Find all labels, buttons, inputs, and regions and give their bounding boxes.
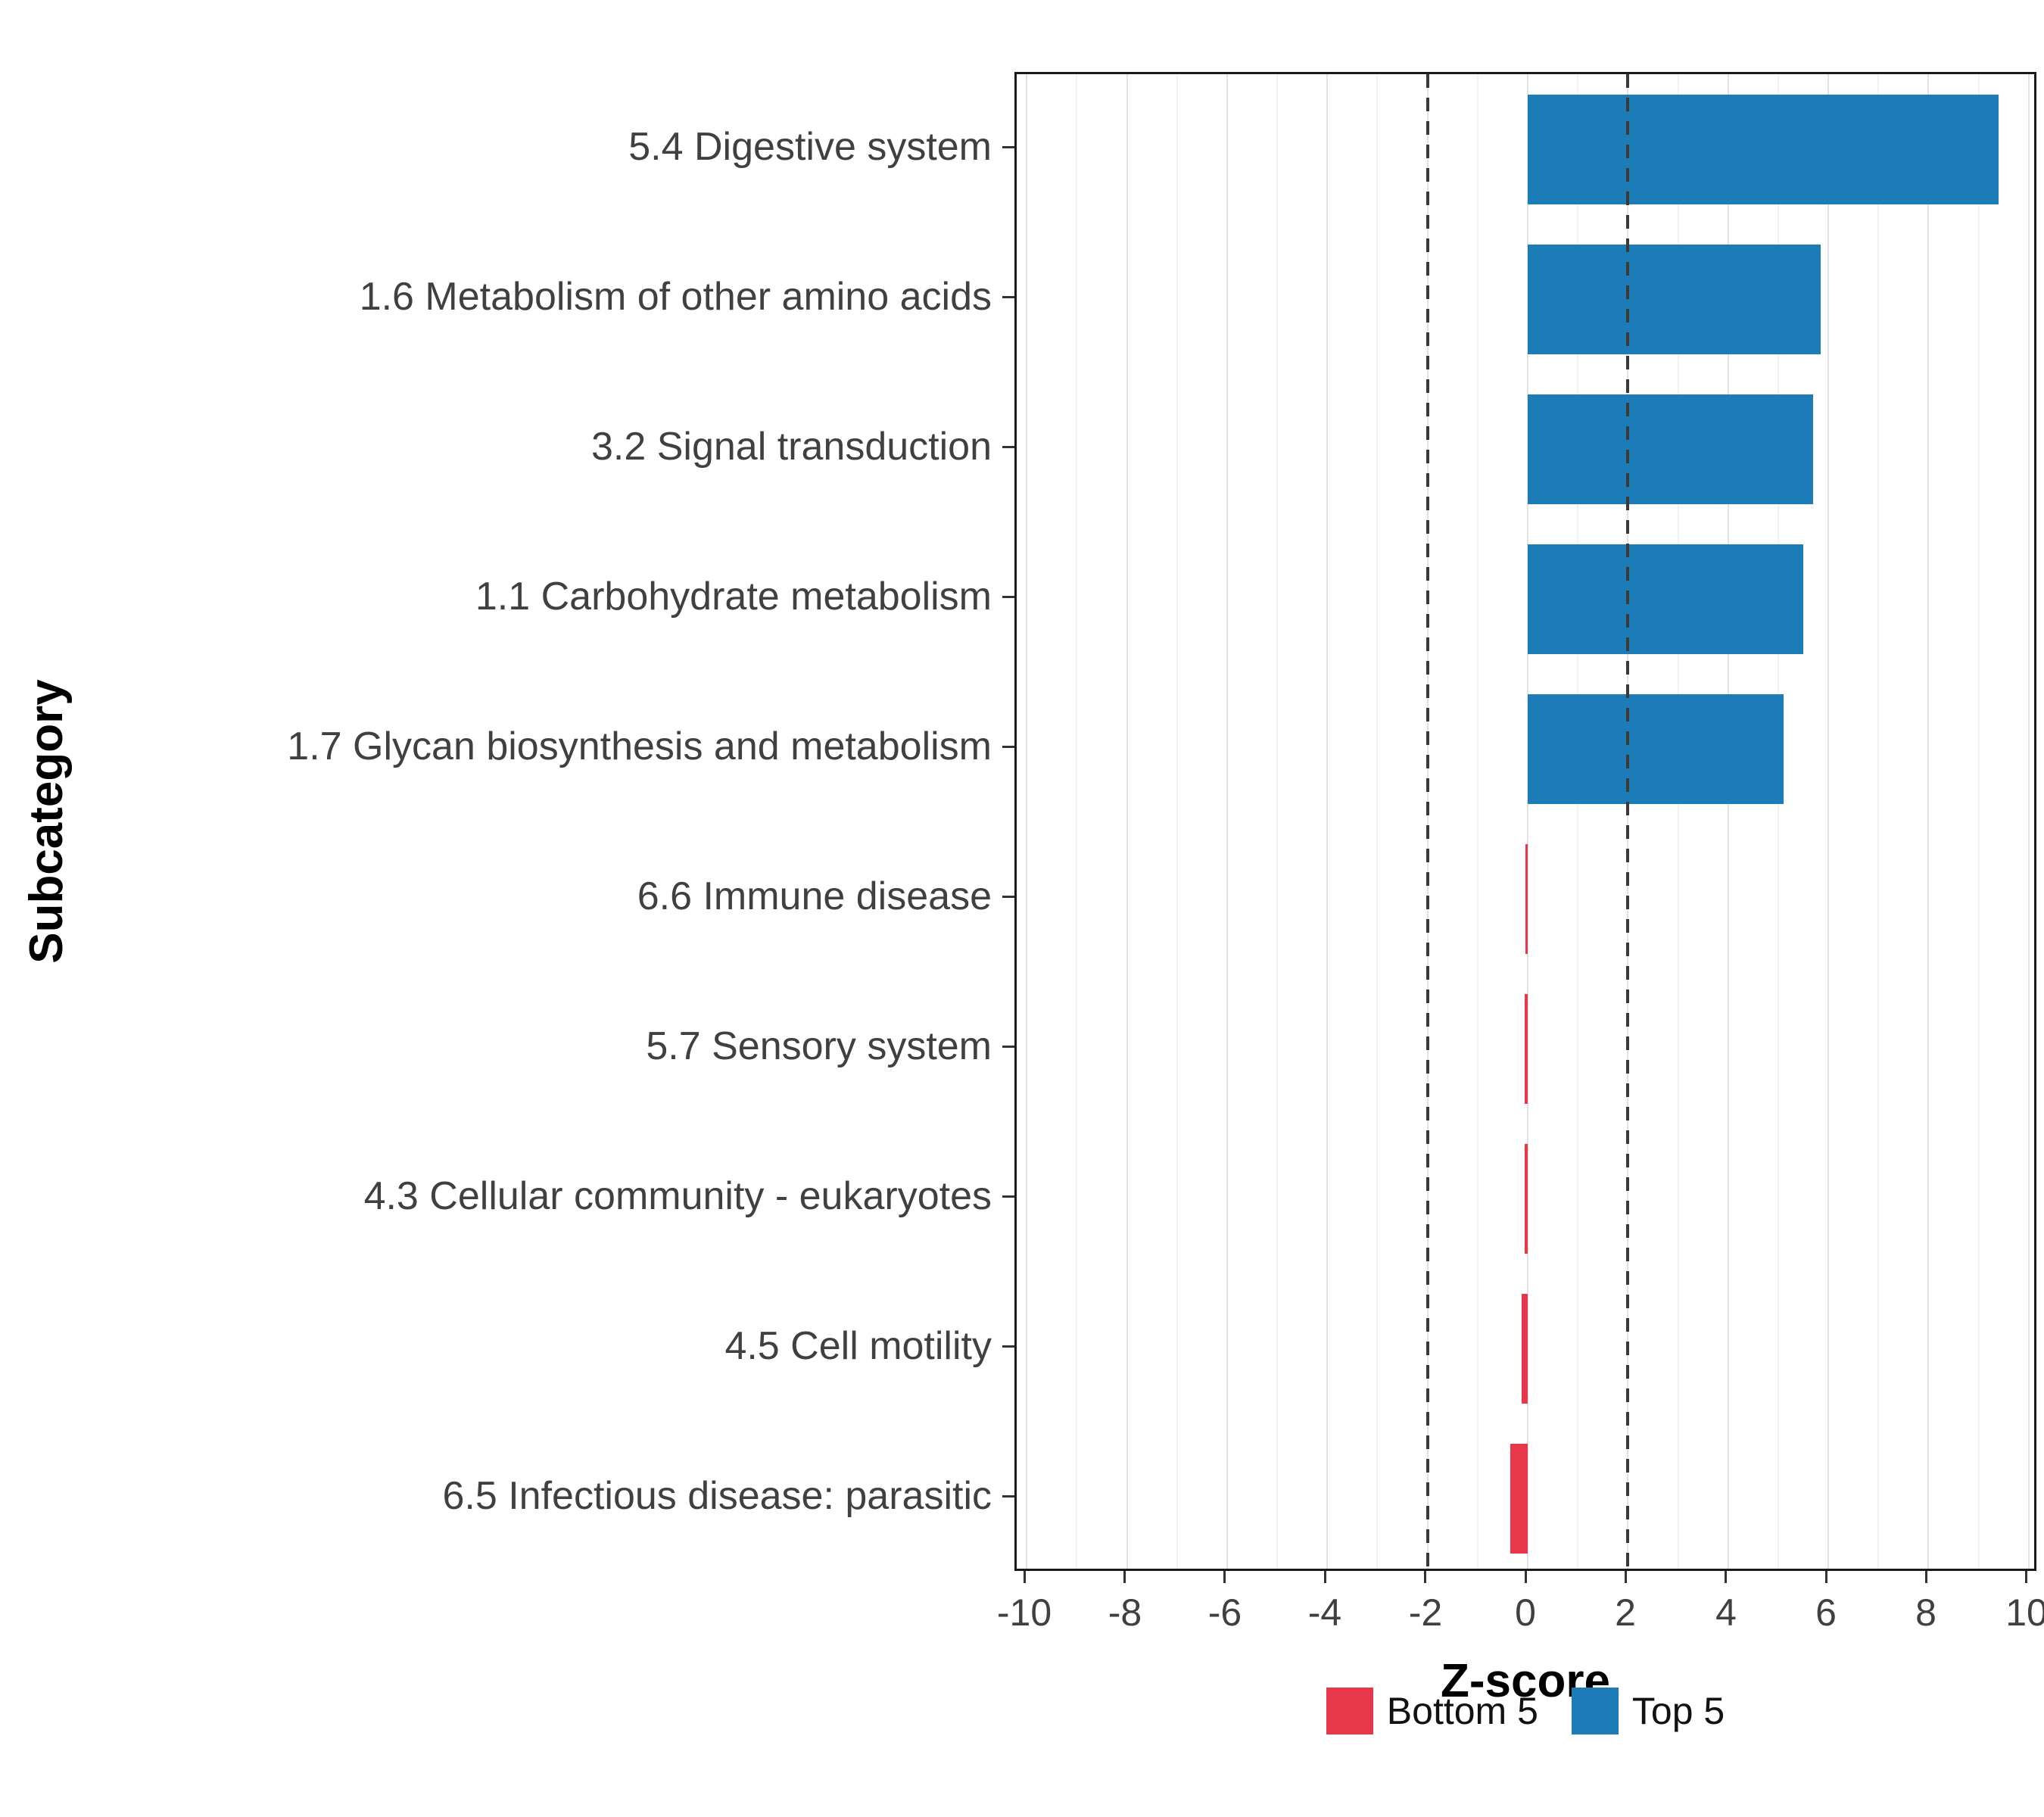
y-axis-label: 4.5 Cell motility xyxy=(724,1324,992,1368)
x-axis-tick-label: 2 xyxy=(1615,1591,1636,1634)
y-axis-label: 4.3 Cellular community - eukaryotes xyxy=(363,1174,992,1218)
y-tick-mark xyxy=(1002,596,1014,598)
legend-item: Top 5 xyxy=(1571,1688,1725,1734)
x-tick-mark xyxy=(1625,1571,1627,1583)
x-tick-mark xyxy=(1123,1571,1126,1583)
minor-gridline xyxy=(1076,74,1078,1569)
bar xyxy=(1525,844,1528,954)
x-tick-mark xyxy=(1324,1571,1326,1583)
y-tick-mark xyxy=(1002,1195,1014,1198)
legend-item: Bottom 5 xyxy=(1326,1688,1538,1734)
x-axis-tick-label: 8 xyxy=(1915,1591,1937,1634)
x-tick-mark xyxy=(1825,1571,1827,1583)
x-axis-tick-label: 4 xyxy=(1715,1591,1737,1634)
major-gridline xyxy=(1827,74,1830,1569)
minor-gridline xyxy=(1276,74,1279,1569)
reference-line xyxy=(1426,74,1429,1569)
plot-panel xyxy=(1014,72,2036,1571)
bar xyxy=(1528,394,1814,504)
y-tick-mark xyxy=(1002,746,1014,748)
x-axis-tick-label: 0 xyxy=(1515,1591,1536,1634)
y-tick-mark xyxy=(1002,296,1014,298)
major-gridline xyxy=(1727,74,1729,1569)
y-axis-label: 3.2 Signal transduction xyxy=(590,425,992,469)
x-tick-mark xyxy=(1223,1571,1226,1583)
minor-gridline xyxy=(1376,74,1379,1569)
x-axis-tick-label: 6 xyxy=(1815,1591,1837,1634)
y-axis-label: 1.1 Carbohydrate metabolism xyxy=(475,575,992,619)
x-axis-tick-label: -4 xyxy=(1307,1591,1342,1634)
bar xyxy=(1528,95,1999,204)
x-axis-tick-label: 10 xyxy=(2005,1591,2044,1634)
minor-gridline xyxy=(1877,74,1880,1569)
minor-gridline xyxy=(1577,74,1579,1569)
legend-label: Top 5 xyxy=(1631,1690,1725,1732)
y-axis-label: 5.4 Digestive system xyxy=(628,125,992,169)
y-tick-mark xyxy=(1002,896,1014,898)
x-axis-tick-label: -2 xyxy=(1408,1591,1443,1634)
y-axis-label: 1.7 Glycan biosynthesis and metabolism xyxy=(287,725,992,768)
x-tick-mark xyxy=(1024,1571,1026,1583)
legend-swatch xyxy=(1571,1688,1619,1734)
y-tick-mark xyxy=(1002,1046,1014,1048)
major-gridline xyxy=(1927,74,1930,1569)
y-axis-label: 5.7 Sensory system xyxy=(646,1024,992,1068)
x-axis-tick-label: -10 xyxy=(996,1591,1052,1634)
bar xyxy=(1522,1294,1528,1404)
x-tick-mark xyxy=(1525,1571,1527,1583)
bar xyxy=(1525,994,1528,1104)
legend-label: Bottom 5 xyxy=(1386,1690,1538,1732)
minor-gridline xyxy=(1677,74,1679,1569)
minor-gridline xyxy=(1777,74,1779,1569)
x-tick-mark xyxy=(2025,1571,2027,1583)
legend-swatch xyxy=(1326,1688,1373,1734)
minor-gridline xyxy=(1176,74,1178,1569)
y-axis-title: Subcategory xyxy=(20,679,73,964)
bar xyxy=(1510,1444,1528,1554)
major-gridline xyxy=(2027,74,2030,1569)
x-tick-mark xyxy=(1925,1571,1927,1583)
y-axis-label: 6.6 Immune disease xyxy=(637,874,992,918)
major-gridline xyxy=(1527,74,1528,1569)
bar xyxy=(1525,1144,1528,1254)
minor-gridline xyxy=(1476,74,1478,1569)
legend: Bottom 5 Top 5 xyxy=(1014,1685,2036,1738)
major-gridline xyxy=(1226,74,1228,1569)
major-gridline xyxy=(1026,74,1028,1569)
x-tick-mark xyxy=(1725,1571,1727,1583)
x-tick-mark xyxy=(1424,1571,1426,1583)
reference-line xyxy=(1626,74,1630,1569)
bar xyxy=(1528,694,1784,804)
y-tick-mark xyxy=(1002,1345,1014,1348)
minor-gridline xyxy=(1977,74,1980,1569)
bar xyxy=(1528,544,1803,654)
major-gridline xyxy=(1126,74,1128,1569)
x-axis-tick-label: -6 xyxy=(1207,1591,1242,1634)
y-tick-mark xyxy=(1002,146,1014,148)
x-axis-tick-label: -8 xyxy=(1108,1591,1142,1634)
bar xyxy=(1528,245,1821,354)
y-axis-label: 1.6 Metabolism of other amino acids xyxy=(359,275,992,319)
y-tick-mark xyxy=(1002,446,1014,448)
major-gridline xyxy=(1326,74,1329,1569)
y-tick-mark xyxy=(1002,1495,1014,1498)
y-axis-label: 6.5 Infectious disease: parasitic xyxy=(442,1474,992,1518)
